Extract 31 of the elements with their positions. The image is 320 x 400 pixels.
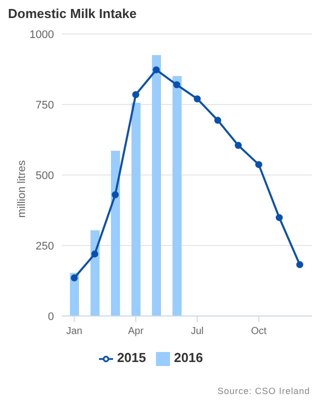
point bbox=[255, 161, 262, 168]
y-tick-label: 1000 bbox=[30, 28, 54, 41]
x-tick-label: Jan bbox=[66, 326, 82, 337]
x-tick-label: Apr bbox=[128, 326, 144, 337]
point bbox=[296, 261, 304, 268]
bar bbox=[132, 102, 140, 316]
point bbox=[91, 250, 98, 258]
y-tick-label: 0 bbox=[48, 310, 54, 323]
y-tick-label: 250 bbox=[36, 240, 54, 252]
y-tick-label: 750 bbox=[36, 99, 54, 112]
y-axis-title: million litres bbox=[16, 159, 28, 220]
bar bbox=[90, 230, 100, 316]
point bbox=[70, 274, 78, 282]
x-tick-label: Oct bbox=[250, 326, 267, 337]
point bbox=[112, 191, 119, 198]
point bbox=[173, 81, 180, 88]
y-tick-label: 500 bbox=[36, 170, 54, 182]
point bbox=[132, 91, 140, 98]
legend-label: 2015 bbox=[117, 350, 146, 365]
x-tick-label: Jul bbox=[190, 326, 204, 337]
point bbox=[194, 95, 201, 102]
bar bbox=[172, 76, 182, 316]
bar bbox=[111, 150, 120, 316]
point bbox=[214, 116, 222, 124]
point bbox=[276, 214, 283, 222]
legend-label: 2016 bbox=[174, 350, 203, 365]
point bbox=[152, 66, 160, 74]
chart-title: Domestic Milk Intake bbox=[8, 6, 137, 21]
bar bbox=[152, 55, 161, 316]
point bbox=[234, 142, 242, 149]
source-note: Source: CSO Ireland bbox=[217, 386, 310, 396]
